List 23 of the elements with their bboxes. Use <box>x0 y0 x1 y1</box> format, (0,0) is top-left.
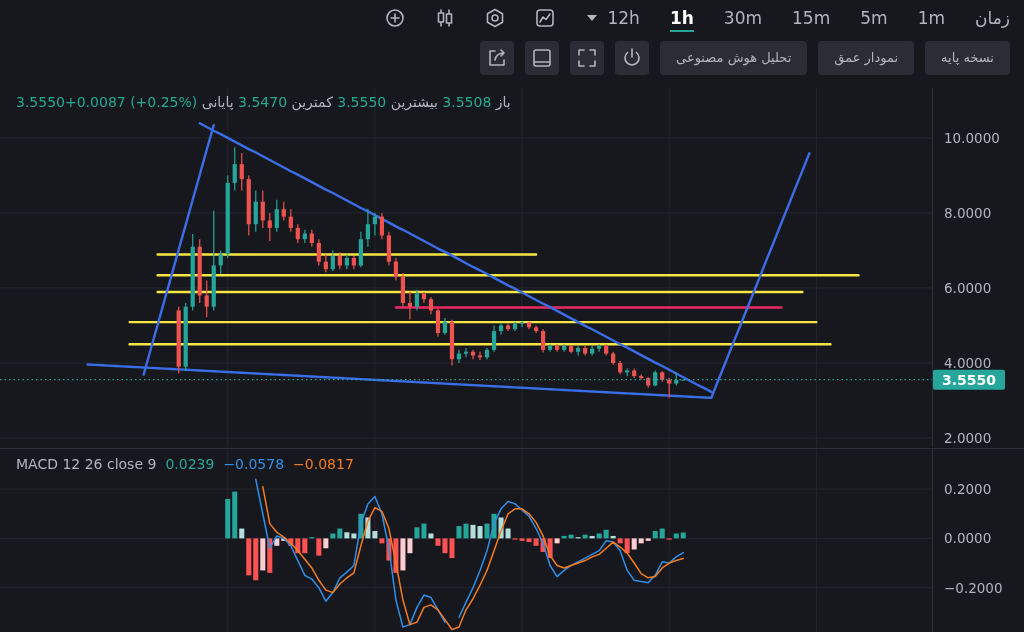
text: زمان <box>975 8 1010 28</box>
text: 1m <box>917 8 946 28</box>
y-tick-label: 4.0000 <box>944 354 992 371</box>
text: 12h <box>607 8 640 28</box>
y-tick-label: 2.0000 <box>944 430 992 446</box>
y-tick-label: 10.0000 <box>944 129 1000 146</box>
text: 5m <box>860 8 888 28</box>
text: MACD 12 26 close 9 <box>16 456 157 472</box>
text: نسخه پایه <box>925 41 1010 75</box>
text: نمودار عمق <box>818 41 915 75</box>
text: تحلیل هوش مصنوعی <box>660 41 808 75</box>
y-tick-label: 0.2000 <box>944 481 992 498</box>
ref-line-label: 3.5550 <box>941 371 997 388</box>
text: 30m <box>723 8 763 28</box>
y-tick-label: 6.0000 <box>944 279 992 296</box>
series-label: 0.0239 <box>165 456 215 472</box>
series-label: −0.0578 <box>223 456 285 472</box>
y-tick-label: −0.2000 <box>944 579 1003 596</box>
text: −0.0817 <box>293 456 354 472</box>
text: 15m <box>792 8 831 28</box>
y-tick-label: 0.0000 <box>944 530 992 547</box>
text: 1h <box>669 8 694 32</box>
y-tick-label: 8.0000 <box>944 204 992 221</box>
